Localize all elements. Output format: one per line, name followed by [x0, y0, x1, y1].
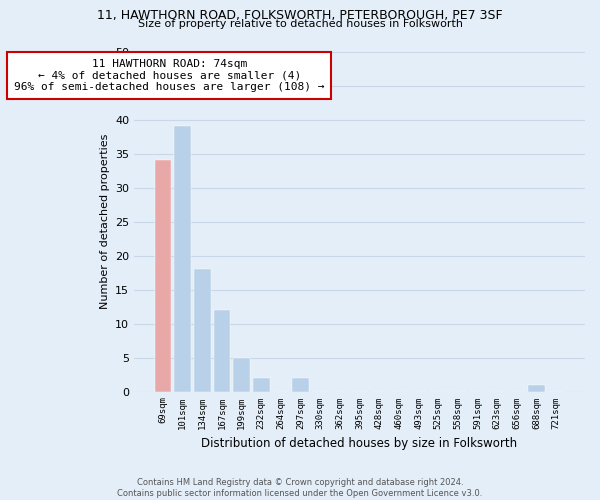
- Text: 11 HAWTHORN ROAD: 74sqm
← 4% of detached houses are smaller (4)
96% of semi-deta: 11 HAWTHORN ROAD: 74sqm ← 4% of detached…: [14, 58, 325, 92]
- Bar: [194, 269, 211, 392]
- Bar: [214, 310, 230, 392]
- Bar: [155, 160, 172, 392]
- Y-axis label: Number of detached properties: Number of detached properties: [100, 134, 110, 309]
- Text: 11, HAWTHORN ROAD, FOLKSWORTH, PETERBOROUGH, PE7 3SF: 11, HAWTHORN ROAD, FOLKSWORTH, PETERBORO…: [97, 9, 503, 22]
- Bar: [253, 378, 269, 392]
- Bar: [528, 385, 545, 392]
- Bar: [292, 378, 309, 392]
- X-axis label: Distribution of detached houses by size in Folksworth: Distribution of detached houses by size …: [202, 437, 518, 450]
- Bar: [174, 126, 191, 392]
- Text: Contains HM Land Registry data © Crown copyright and database right 2024.
Contai: Contains HM Land Registry data © Crown c…: [118, 478, 482, 498]
- Bar: [233, 358, 250, 392]
- Text: Size of property relative to detached houses in Folksworth: Size of property relative to detached ho…: [137, 19, 463, 29]
